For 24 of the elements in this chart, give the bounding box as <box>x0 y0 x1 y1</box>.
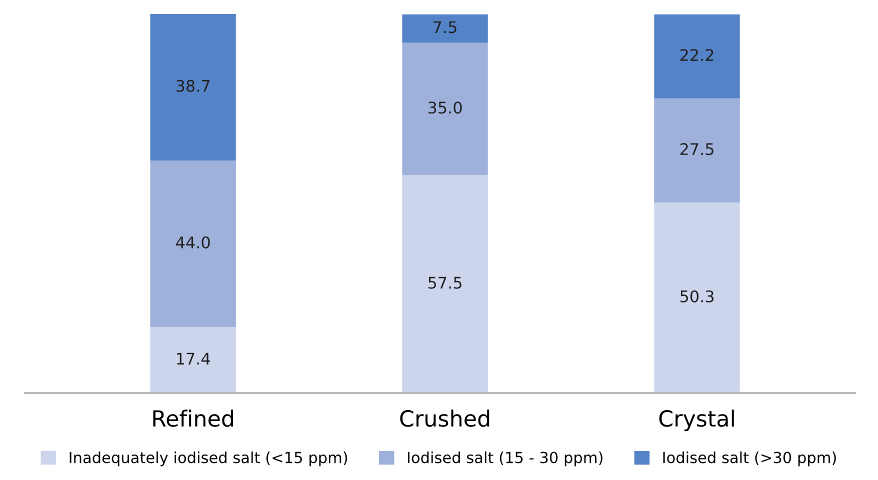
bar <box>402 14 488 43</box>
legend-label: Iodised salt (15 - 30 ppm) <box>408 451 602 466</box>
data-label: 7.5 <box>434 21 456 34</box>
data-label: 57.5 <box>428 276 462 289</box>
bar <box>150 160 236 328</box>
data-label: 38.7 <box>176 80 210 92</box>
bar <box>150 327 236 393</box>
bar <box>150 14 236 161</box>
data-label: 17.4 <box>177 352 210 364</box>
bar <box>654 14 740 98</box>
data-label: 35.0 <box>428 102 462 114</box>
data-label: 50.3 <box>680 290 714 302</box>
data-label: 27.5 <box>680 143 714 156</box>
bar <box>402 175 488 393</box>
x-tick-label: Crystal <box>659 410 734 432</box>
data-label: 22.2 <box>680 48 714 61</box>
data-label: 44.0 <box>176 236 210 248</box>
bar <box>654 202 740 393</box>
x-tick-label: Refined <box>153 410 234 427</box>
bar <box>654 98 740 203</box>
legend-label: Iodised salt (>30 ppm) <box>663 451 836 466</box>
legend-label: Inadequately iodised salt (<15 ppm) <box>70 451 348 466</box>
x-tick-label: Crushed <box>400 410 490 427</box>
bar <box>402 42 488 176</box>
